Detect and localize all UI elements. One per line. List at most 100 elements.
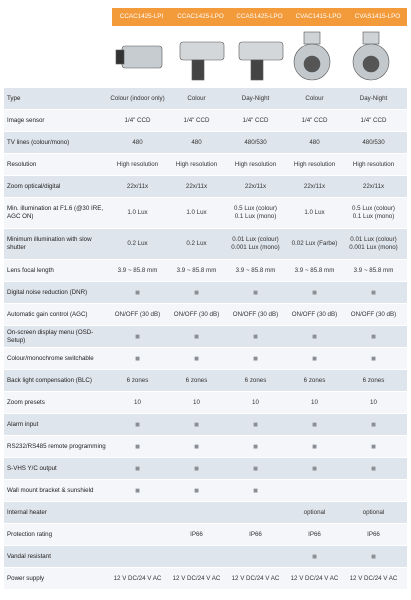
check-mark: ■ [312,463,317,473]
cell-value: 6 zones [362,376,385,384]
check-mark: ■ [371,551,376,561]
product-images [115,31,390,81]
cell-value: 0.2 Lux [186,240,207,247]
check-mark: ■ [194,419,199,429]
model-name: CCAC1425-LPI [119,13,164,20]
row-label: Image sensor [7,116,45,124]
row-label: Zoom optical/digital [7,182,61,190]
cell-value: High resolution [175,160,218,168]
row-label: Wall mount bracket & sunshield [7,486,94,494]
cell-value: 12 V DC/24 V AC [290,574,339,582]
cell-value: High resolution [234,160,277,168]
cell-value: 1/4" CCD [124,116,151,124]
spec-row: Image sensor 1/4" CCD 1/4" CCD 1/4" CCD 1/4"… [4,110,407,132]
cell-value: 10 [370,398,377,406]
check-mark: ■ [253,463,258,473]
check-mark: ■ [194,485,199,495]
row-label: Type [7,94,21,102]
cell-value: 480 [191,138,202,146]
cell-value: 480 [309,138,320,146]
cell-value: 480/530 [362,138,385,146]
cell-value: optional [303,508,326,516]
row-label: Vandal resistant [7,552,51,560]
check-mark: ■ [135,287,140,297]
check-mark: ■ [371,463,376,473]
model-header: CCAC1425-LPI CCAC1425-LPO CCAS1425-LPO CVAC… [112,8,407,26]
model-name: CVAC1415-LPO [295,13,342,20]
model-name: CCAS1425-LPO [236,13,283,20]
row-label: On-screen display menu (OSD-Setup) [7,328,94,344]
cell-value: 1/4" CCD [242,116,269,124]
row-label: Power supply [7,574,45,582]
spec-row: Alarm input ■ ■ ■ ■ ■ [4,414,407,436]
cell-value: 12 V DC/24 V AC [349,574,398,582]
check-mark: ■ [312,419,317,429]
row-label: S-VHS Y/C output [7,464,57,472]
cell-value: Colour (indoor only) [110,94,165,102]
cell-value: 480 [132,138,143,146]
cell-value: 22x/11x [244,182,267,190]
cell-value: 3.9 ~ 85.8 mm [353,266,394,274]
spec-row: Wall mount bracket & sunshield ■ ■ ■ [4,480,407,502]
cell-value: 0.01 Lux (colour) 0.001 Lux (mono) [349,236,398,251]
cell-value: 22x/11x [126,182,149,190]
check-mark: ■ [135,331,140,341]
spec-row: Zoom optical/digital 22x/11x 22x/11x 22x/11… [4,176,407,198]
row-label: Colour/monochrome switchable [7,354,94,362]
cell-value: 3.9 ~ 85.8 mm [117,266,158,274]
cell-value: 12 V DC/24 V AC [172,574,221,582]
cell-value: 3.9 ~ 85.8 mm [294,266,335,274]
row-label: Alarm input [7,420,39,428]
cell-value: Day-Night [241,94,270,102]
cell-value: 1.0 Lux [186,209,207,216]
cell-value: Colour [305,94,324,102]
cell-value: ON/OFF (30 dB) [291,310,338,318]
spec-row: Power supply 12 V DC/24 V AC 12 V DC/24 V … [4,568,407,590]
cell-value: 1.0 Lux [304,209,325,216]
cell-value: ON/OFF (30 dB) [173,310,220,318]
cell-value: 22x/11x [362,182,385,190]
cell-value: 6 zones [185,376,208,384]
check-mark: ■ [371,441,376,451]
cell-value: IP66 [249,530,262,538]
cell-value: ON/OFF (30 dB) [114,310,161,318]
cell-value: 22x/11x [303,182,326,190]
row-label: Protection rating [7,530,53,538]
spec-row: Internal heater optional optional [4,502,407,524]
cell-value: 1/4" CCD [301,116,328,124]
cell-value: ON/OFF (30 dB) [232,310,279,318]
check-mark: ■ [371,287,376,297]
cell-value: 10 [193,398,200,406]
cell-value: High resolution [116,160,159,168]
row-label: Back light compensation (BLC) [7,376,92,384]
check-mark: ■ [253,485,258,495]
cell-value: 0.2 Lux [127,240,148,247]
cell-value: Colour [187,94,206,102]
spec-row: Automatic gain control (AGC) ON/OFF (30 d… [4,304,407,326]
check-mark: ■ [194,441,199,451]
spec-row: Digital noise reduction (DNR) ■ ■ ■ ■ ■ [4,282,407,304]
spec-row: Minimum illumination with slow shutter 0.… [4,229,407,260]
cell-value: optional [362,508,385,516]
spec-row: Vandal resistant ■ ■ [4,546,407,568]
cell-value: 0.02 Lux (Farbe) [291,240,338,247]
cell-value: 0.5 Lux (colour) 0.1 Lux (mono) [234,205,277,220]
cell-value: 22x/11x [185,182,208,190]
cell-value: 480/530 [244,138,267,146]
check-mark: ■ [371,353,376,363]
row-label: Zoom presets [7,398,45,406]
cell-value: 12 V DC/24 V AC [231,574,280,582]
spec-row: Colour/monochrome switchable ■ ■ ■ ■ ■ [4,348,407,370]
row-label: Minimum illumination with slow shutter [7,236,92,251]
cell-value: 6 zones [244,376,267,384]
check-mark: ■ [194,287,199,297]
check-mark: ■ [135,485,140,495]
check-mark: ■ [135,419,140,429]
check-mark: ■ [194,331,199,341]
spec-table: Type Colour (indoor only) Colour Day-Night C… [4,88,407,590]
check-mark: ■ [253,287,258,297]
spec-row: Type Colour (indoor only) Colour Day-Night C… [4,88,407,110]
check-mark: ■ [253,419,258,429]
spec-row: Lens focal length 3.9 ~ 85.8 mm 3.9 ~ 85.8… [4,260,407,282]
